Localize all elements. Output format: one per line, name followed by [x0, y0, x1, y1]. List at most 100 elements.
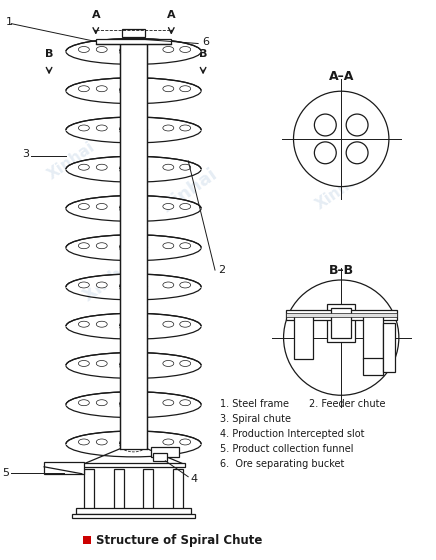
Polygon shape — [66, 353, 201, 366]
Ellipse shape — [180, 321, 191, 327]
Ellipse shape — [78, 400, 89, 405]
Bar — [114, 469, 123, 508]
Ellipse shape — [96, 164, 107, 170]
Text: 3: 3 — [22, 149, 29, 159]
Polygon shape — [66, 195, 201, 208]
Text: Structure of Spiral Chute: Structure of Spiral Chute — [96, 534, 262, 547]
Bar — [293, 315, 313, 360]
Text: B: B — [45, 49, 53, 59]
Ellipse shape — [163, 203, 174, 209]
Polygon shape — [66, 39, 201, 52]
Ellipse shape — [180, 203, 191, 209]
Bar — [331, 308, 351, 338]
Ellipse shape — [163, 361, 174, 366]
Bar — [82, 463, 185, 467]
Circle shape — [314, 142, 336, 164]
Ellipse shape — [180, 46, 191, 53]
Circle shape — [293, 91, 389, 186]
Ellipse shape — [180, 282, 191, 288]
Text: A–A: A–A — [328, 70, 354, 83]
Ellipse shape — [78, 125, 89, 131]
Text: Xinhai: Xinhai — [44, 139, 97, 183]
Bar — [83, 536, 91, 544]
Ellipse shape — [180, 439, 191, 445]
Polygon shape — [66, 274, 201, 287]
Ellipse shape — [163, 164, 174, 170]
Text: Xinhai: Xinhai — [313, 348, 366, 391]
Ellipse shape — [78, 164, 89, 170]
Text: A: A — [92, 10, 100, 20]
Ellipse shape — [96, 361, 107, 366]
Ellipse shape — [96, 46, 107, 53]
Text: Xinhai: Xinhai — [79, 254, 142, 306]
Ellipse shape — [78, 439, 89, 445]
Ellipse shape — [163, 125, 174, 131]
Bar — [143, 469, 153, 508]
Ellipse shape — [78, 242, 89, 249]
Text: 5: 5 — [2, 468, 9, 478]
Ellipse shape — [96, 439, 107, 445]
Ellipse shape — [78, 321, 89, 327]
Polygon shape — [66, 117, 201, 130]
Text: Xinhai: Xinhai — [313, 169, 366, 212]
Ellipse shape — [96, 203, 107, 209]
Ellipse shape — [163, 400, 174, 405]
Circle shape — [314, 114, 336, 136]
Bar — [96, 39, 171, 44]
Ellipse shape — [78, 282, 89, 288]
Text: 5. Product collection funnel: 5. Product collection funnel — [220, 444, 354, 454]
Bar — [383, 323, 395, 372]
Ellipse shape — [180, 400, 191, 405]
Ellipse shape — [96, 125, 107, 131]
Ellipse shape — [163, 242, 174, 249]
Ellipse shape — [180, 125, 191, 131]
Ellipse shape — [96, 400, 107, 405]
Text: 6.  Ore separating bucket: 6. Ore separating bucket — [220, 459, 344, 469]
Bar — [72, 515, 195, 519]
Text: 4: 4 — [190, 474, 198, 484]
Ellipse shape — [78, 361, 89, 366]
Text: 1: 1 — [6, 17, 13, 27]
Text: 2: 2 — [218, 265, 225, 275]
Bar — [84, 469, 94, 508]
Ellipse shape — [180, 361, 191, 366]
Circle shape — [283, 280, 399, 395]
Text: 4. Production Intercepted slot: 4. Production Intercepted slot — [220, 429, 364, 439]
Text: B–B: B–B — [329, 264, 354, 277]
Bar — [76, 507, 191, 514]
Bar — [286, 313, 397, 317]
Ellipse shape — [163, 282, 174, 288]
Bar — [363, 357, 383, 375]
Polygon shape — [66, 156, 201, 169]
Text: Xinhai: Xinhai — [159, 165, 221, 216]
Ellipse shape — [163, 439, 174, 445]
Polygon shape — [66, 235, 201, 248]
Ellipse shape — [180, 242, 191, 249]
Text: B: B — [199, 49, 207, 59]
Bar — [286, 310, 397, 320]
Ellipse shape — [96, 242, 107, 249]
Bar — [119, 40, 147, 449]
Polygon shape — [66, 78, 201, 91]
Text: 6: 6 — [202, 36, 209, 46]
Bar — [363, 315, 383, 360]
Ellipse shape — [78, 203, 89, 209]
Ellipse shape — [96, 321, 107, 327]
Bar — [151, 447, 179, 457]
Bar — [327, 304, 355, 342]
Circle shape — [346, 142, 368, 164]
Bar — [122, 29, 146, 36]
Ellipse shape — [163, 46, 174, 53]
Text: 1. Steel frame: 1. Steel frame — [220, 399, 289, 409]
Ellipse shape — [96, 86, 107, 92]
Ellipse shape — [180, 164, 191, 170]
Ellipse shape — [163, 86, 174, 92]
Ellipse shape — [78, 86, 89, 92]
Text: A: A — [167, 10, 176, 20]
Polygon shape — [66, 392, 201, 405]
Ellipse shape — [78, 46, 89, 53]
Bar — [153, 453, 167, 461]
Bar — [44, 462, 84, 474]
Text: 2. Feeder chute: 2. Feeder chute — [310, 399, 386, 409]
Circle shape — [346, 114, 368, 136]
